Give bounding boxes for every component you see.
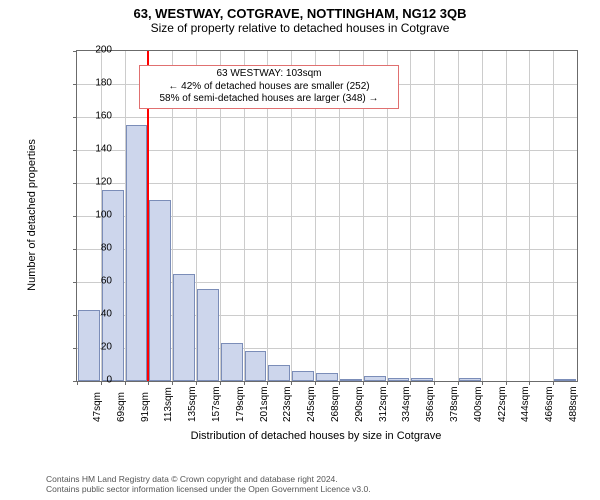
annotation-line: 63 WESTWAY: 103sqm bbox=[144, 68, 394, 81]
histogram-bar bbox=[268, 365, 290, 382]
histogram-bar bbox=[149, 200, 171, 382]
x-tick-label: 488sqm bbox=[568, 386, 579, 422]
histogram-bar bbox=[554, 379, 576, 381]
gridline-v bbox=[553, 51, 554, 381]
gridline-v bbox=[458, 51, 459, 381]
x-tick-label: 356sqm bbox=[425, 386, 436, 422]
gridline-v bbox=[410, 51, 411, 381]
x-tick-label: 135sqm bbox=[187, 386, 198, 422]
histogram-bar bbox=[388, 378, 410, 381]
x-tick-label: 268sqm bbox=[330, 386, 341, 422]
histogram-bar bbox=[316, 373, 338, 381]
gridline-h bbox=[77, 150, 577, 151]
x-tick-label: 47sqm bbox=[92, 392, 103, 422]
chart-container: Number of detached properties 63 WESTWAY… bbox=[46, 40, 586, 420]
x-tick-label: 245sqm bbox=[306, 386, 317, 422]
histogram-bar bbox=[173, 274, 195, 381]
plot-area: 63 WESTWAY: 103sqm← 42% of detached hous… bbox=[76, 50, 578, 382]
x-tick-label: 201sqm bbox=[259, 386, 270, 422]
y-tick-label: 80 bbox=[82, 243, 112, 254]
histogram-bar bbox=[411, 378, 433, 381]
y-tick-label: 100 bbox=[82, 210, 112, 221]
histogram-bar bbox=[245, 351, 267, 381]
y-tick-label: 40 bbox=[82, 309, 112, 320]
x-tick-label: 290sqm bbox=[354, 386, 365, 422]
x-tick-label: 69sqm bbox=[116, 392, 127, 422]
annotation-line: ← 42% of detached houses are smaller (25… bbox=[144, 81, 394, 94]
y-tick-label: 20 bbox=[82, 342, 112, 353]
x-tick-label: 400sqm bbox=[473, 386, 484, 422]
gridline-v bbox=[506, 51, 507, 381]
y-tick-label: 180 bbox=[82, 78, 112, 89]
x-tick-label: 157sqm bbox=[211, 386, 222, 422]
gridline-h bbox=[77, 183, 577, 184]
y-tick-label: 0 bbox=[82, 375, 112, 386]
x-tick-label: 91sqm bbox=[140, 392, 151, 422]
x-tick-label: 223sqm bbox=[282, 386, 293, 422]
footer-attribution: Contains HM Land Registry data © Crown c… bbox=[46, 474, 371, 494]
x-axis-label: Distribution of detached houses by size … bbox=[46, 430, 586, 442]
x-tick-label: 444sqm bbox=[520, 386, 531, 422]
histogram-bar bbox=[459, 378, 481, 381]
y-tick-label: 140 bbox=[82, 144, 112, 155]
gridline-h bbox=[77, 117, 577, 118]
y-tick-label: 120 bbox=[82, 177, 112, 188]
footer-line1: Contains HM Land Registry data © Crown c… bbox=[46, 474, 371, 484]
gridline-v bbox=[434, 51, 435, 381]
annotation-line: 58% of semi-detached houses are larger (… bbox=[144, 93, 394, 106]
x-tick-label: 113sqm bbox=[163, 387, 174, 422]
y-tick-label: 200 bbox=[82, 45, 112, 56]
y-tick-label: 60 bbox=[82, 276, 112, 287]
x-tick-label: 334sqm bbox=[401, 386, 412, 422]
annotation-box: 63 WESTWAY: 103sqm← 42% of detached hous… bbox=[139, 65, 399, 109]
histogram-bar bbox=[340, 379, 362, 381]
histogram-bar bbox=[221, 343, 243, 381]
histogram-bar bbox=[292, 371, 314, 381]
x-tick-label: 312sqm bbox=[378, 386, 389, 422]
gridline-v bbox=[482, 51, 483, 381]
title-main: 63, WESTWAY, COTGRAVE, NOTTINGHAM, NG12 … bbox=[0, 0, 600, 21]
x-tick-label: 378sqm bbox=[449, 386, 460, 422]
y-axis-label: Number of detached properties bbox=[26, 139, 38, 291]
footer-line2: Contains public sector information licen… bbox=[46, 484, 371, 494]
x-tick-label: 466sqm bbox=[544, 386, 555, 422]
x-tick-label: 422sqm bbox=[497, 386, 508, 422]
title-sub: Size of property relative to detached ho… bbox=[0, 21, 600, 37]
gridline-v bbox=[529, 51, 530, 381]
y-tick-label: 160 bbox=[82, 111, 112, 122]
x-tick-label: 179sqm bbox=[235, 386, 246, 422]
histogram-bar bbox=[364, 376, 386, 381]
histogram-bar bbox=[197, 289, 219, 381]
histogram-bar bbox=[126, 125, 148, 381]
